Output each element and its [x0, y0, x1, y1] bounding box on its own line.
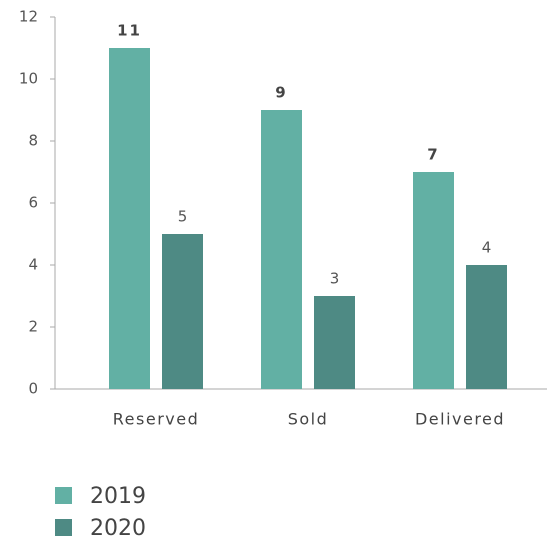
- y-tick-label: 10: [19, 70, 38, 88]
- y-tick-label: 4: [28, 256, 38, 274]
- legend-swatch: [55, 519, 72, 536]
- bar: [314, 296, 355, 389]
- y-tick-label: 2: [28, 318, 38, 336]
- y-tick-label: 8: [28, 132, 38, 150]
- y-tick-label: 12: [19, 8, 38, 26]
- value-label: 11: [117, 22, 142, 40]
- value-label: 9: [275, 84, 287, 102]
- value-label: 7: [427, 146, 439, 164]
- y-tick-label: 0: [28, 380, 38, 398]
- x-tick-label: Sold: [288, 410, 329, 429]
- y-tick-label: 6: [28, 194, 38, 212]
- value-label: 3: [330, 270, 340, 288]
- bar: [162, 234, 203, 389]
- value-label: 5: [178, 208, 188, 226]
- bar: [109, 48, 150, 389]
- value-label: 4: [482, 239, 492, 257]
- legend-swatch: [55, 487, 72, 504]
- bar: [261, 110, 302, 389]
- legend-label: 2019: [90, 484, 146, 509]
- bar: [466, 265, 507, 389]
- x-tick-label: Reserved: [113, 410, 199, 429]
- legend-label: 2020: [90, 516, 146, 540]
- bar: [413, 172, 454, 389]
- x-tick-label: Delivered: [415, 410, 505, 429]
